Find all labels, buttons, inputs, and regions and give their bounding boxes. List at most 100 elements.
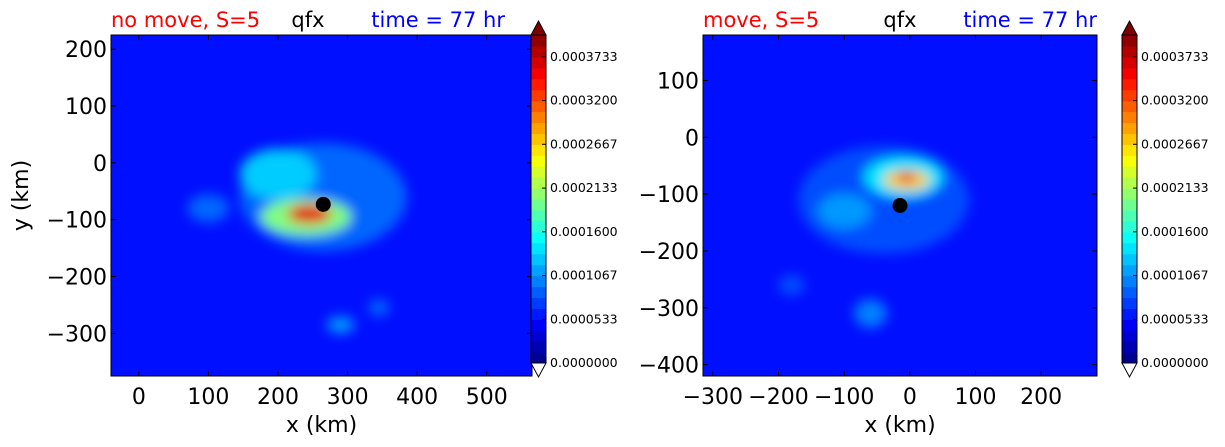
colorbar-band — [1122, 144, 1137, 156]
title-right: time = 77 hr — [371, 8, 505, 32]
qfx-field — [111, 35, 532, 376]
colorbar-band — [1122, 100, 1137, 113]
colorbar-tick-label: 0.0002133 — [1141, 180, 1209, 195]
title-left: move, S=5 — [703, 8, 819, 32]
x-tick-label: 0 — [903, 385, 917, 410]
x-tick-label: −200 — [748, 385, 808, 410]
plot-frame — [702, 34, 1098, 377]
colorbar-band — [1122, 177, 1137, 189]
colorbar-tick-label: 0.0000000 — [1141, 355, 1209, 370]
colorbar-tick-label: 0.0002133 — [550, 180, 618, 195]
flux-feature — [368, 299, 390, 317]
colorbar-band — [531, 67, 546, 80]
x-tick-label: 100 — [955, 385, 997, 410]
colorbar-extend-max — [1121, 19, 1138, 36]
colorbar-band — [1122, 352, 1137, 364]
colorbar-band — [531, 166, 546, 178]
x-tick-label: 500 — [466, 385, 508, 410]
colorbar-band — [531, 188, 546, 200]
colorbar-band — [1122, 286, 1137, 298]
title-center: qfx — [291, 8, 324, 32]
colorbar-band — [531, 35, 546, 47]
colorbar-band — [1122, 122, 1137, 134]
colorbar-band — [1122, 308, 1137, 320]
flux-feature — [817, 194, 871, 229]
y-tick-label: 0 — [93, 152, 107, 177]
y-tick-label: −400 — [639, 354, 699, 379]
colorbar-band — [1122, 209, 1137, 222]
colorbar-band — [531, 242, 546, 255]
title-left: no move, S=5 — [111, 8, 260, 32]
colorbar-band — [531, 133, 546, 145]
colorbar-frame — [530, 34, 547, 364]
y-tick-label: 100 — [65, 95, 107, 120]
colorbar-band — [531, 45, 546, 58]
colorbar: 0.0000000 0.0000533 0.0001067 0.0001600 0.00… — [1121, 19, 1209, 379]
colorbar-extend-max — [530, 19, 547, 36]
x-tick-label: 300 — [327, 385, 369, 410]
colorbar-band — [531, 209, 546, 222]
x-tick-label: −300 — [683, 385, 743, 410]
y-tick-label: 200 — [65, 38, 107, 63]
colorbar-band — [1122, 56, 1137, 69]
panel-move: −300 −200 −100 0 100 2001000−100−200−300−400x… — [639, 8, 1209, 438]
colorbar-band — [1122, 89, 1137, 102]
colorbar-tick-label: 0.0001067 — [550, 268, 618, 283]
colorbar-band — [1122, 78, 1137, 91]
y-tick-label: −200 — [47, 266, 107, 291]
colorbar-band — [1122, 220, 1137, 233]
title-right: time = 77 hr — [963, 8, 1097, 32]
colorbar-extend-min — [530, 362, 547, 379]
colorbar-band — [531, 297, 546, 309]
colorbar-tick-label: 0.0000533 — [1141, 311, 1209, 326]
colorbar-band — [531, 100, 546, 113]
colorbar-band — [531, 308, 546, 320]
colorbar-extend-min — [1121, 362, 1138, 379]
y-tick-label: −200 — [639, 240, 699, 265]
flux-feature — [239, 148, 317, 200]
colorbar-band — [1122, 341, 1137, 353]
flux-feature — [897, 171, 916, 183]
colorbar-tick-label: 0.0000533 — [550, 311, 618, 326]
colorbar-band — [1122, 155, 1137, 167]
title-center: qfx — [883, 8, 916, 32]
colorbar-band — [531, 199, 546, 211]
colorbar-band — [531, 231, 546, 244]
colorbar-band — [531, 352, 546, 364]
colorbar-band — [531, 89, 546, 102]
colorbar-band — [1122, 67, 1137, 80]
x-axis-label: x (km) — [286, 413, 357, 438]
colorbar-frame — [1121, 34, 1138, 364]
colorbar-band — [1122, 231, 1137, 244]
colorbar-band — [531, 122, 546, 134]
colorbar-band — [1122, 330, 1137, 342]
y-tick-label: −300 — [639, 297, 699, 322]
x-axis-label: x (km) — [864, 413, 935, 438]
colorbar-band — [531, 155, 546, 167]
colorbar-band — [531, 78, 546, 91]
x-tick-label: 200 — [257, 385, 299, 410]
x-tick-label: −100 — [814, 385, 874, 410]
colorbar-tick-label: 0.0003200 — [550, 93, 618, 108]
colorbar-band — [1122, 242, 1137, 255]
y-tick-label: −300 — [47, 322, 107, 347]
flux-feature — [187, 194, 230, 223]
colorbar-tick-label: 0.0003200 — [1141, 93, 1209, 108]
colorbar-band — [531, 56, 546, 69]
y-tick-label: 100 — [657, 69, 699, 94]
colorbar-band — [1122, 188, 1137, 200]
colorbar-band — [531, 253, 546, 266]
x-tick-label: 400 — [396, 385, 438, 410]
colorbar-tick-label: 0.0001600 — [1141, 224, 1209, 239]
colorbar-tick-label: 0.0003733 — [1141, 49, 1209, 64]
x-tick-label: 100 — [187, 385, 229, 410]
colorbar-band — [1122, 35, 1137, 47]
x-tick-label: 200 — [1020, 385, 1062, 410]
colorbar-tick-label: 0.0003733 — [550, 49, 618, 64]
colorbar-band — [531, 319, 546, 331]
y-tick-label: 0 — [685, 126, 699, 151]
colorbar-band — [531, 275, 546, 288]
x-tick-label: 0 — [132, 385, 146, 410]
storm-center-marker — [892, 198, 908, 213]
